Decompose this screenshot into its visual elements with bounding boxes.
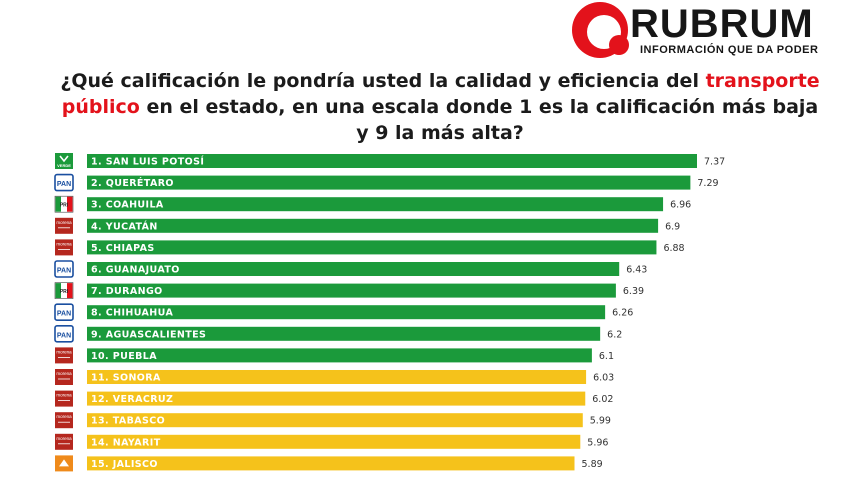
morena-icon <box>55 390 73 407</box>
bar <box>87 283 616 298</box>
logo-emblem-icon <box>572 2 629 58</box>
category-label: 4. YUCATÁN <box>91 220 158 232</box>
chart-question: ¿Qué calificación le pondría usted la ca… <box>60 68 820 146</box>
bar <box>87 391 586 406</box>
brand-tagline: INFORMACIÓN QUE DA PODER <box>640 44 819 56</box>
category-label: 1. SAN LUIS POTOSÍ <box>91 156 204 168</box>
pri-icon-label: PRI <box>60 289 69 295</box>
question-highlight: transporte público <box>61 70 820 118</box>
bar <box>87 434 581 449</box>
morena-icon-label: morena <box>56 241 72 246</box>
question-text-end: en el estado, en una escala donde 1 es l… <box>139 96 819 144</box>
bar <box>87 326 601 341</box>
value-label: 7.37 <box>704 157 725 168</box>
mc-icon-mark <box>59 459 69 467</box>
category-label: 15. JALISCO <box>91 459 158 470</box>
value-label: 6.1 <box>599 351 614 362</box>
value-label: 6.02 <box>592 394 613 405</box>
value-label: 6.43 <box>626 265 647 276</box>
bar <box>87 154 697 168</box>
morena-icon <box>55 239 73 256</box>
category-label: 8. CHIHUAHUA <box>91 308 173 319</box>
morena-icon-label: morena <box>56 349 72 354</box>
value-label: 6.9 <box>665 221 680 232</box>
bar <box>87 413 583 428</box>
pan-icon-label: PAN <box>57 311 71 318</box>
category-label: 3. COAHUILA <box>91 200 164 211</box>
verde-icon-mark <box>59 155 69 163</box>
pri-icon-red <box>67 196 73 212</box>
category-label: 10. PUEBLA <box>91 351 157 362</box>
pan-icon-label: PAN <box>57 332 71 339</box>
value-label: 6.88 <box>663 243 684 254</box>
category-label: 6. GUANAJUATO <box>91 265 180 276</box>
pan-icon <box>54 173 74 192</box>
pri-icon-label: PRI <box>60 203 69 209</box>
bar <box>87 370 587 384</box>
pri-icon-red <box>67 283 73 299</box>
pan-icon <box>54 324 74 343</box>
morena-icon <box>55 369 73 385</box>
morena-icon-label: morena <box>56 436 72 441</box>
question-text-start: ¿Qué calificación le pondría usted la ca… <box>60 70 706 92</box>
morena-icon-label: morena <box>56 220 72 225</box>
bar <box>87 305 606 320</box>
pan-icon <box>54 303 74 322</box>
value-label: 6.26 <box>612 308 633 319</box>
pan-icon-label: PAN <box>57 181 71 188</box>
pan-icon <box>54 260 74 278</box>
brand-logo: RUBRUM INFORMACIÓN QUE DA PODER <box>568 0 850 62</box>
category-label: 9. AGUASCALIENTES <box>91 329 206 340</box>
value-label: 5.89 <box>582 459 603 470</box>
morena-icon <box>55 433 73 450</box>
value-label: 5.99 <box>590 416 611 427</box>
morena-icon-label: morena <box>56 393 72 398</box>
morena-icon <box>55 412 73 429</box>
value-label: 6.2 <box>607 329 622 340</box>
pri-icon-green <box>55 196 61 212</box>
category-label: 7. DURANGO <box>91 286 163 297</box>
category-label: 5. CHIAPAS <box>91 243 155 254</box>
bar <box>87 262 620 276</box>
bar <box>87 197 664 212</box>
verde-icon-label: VERDE <box>57 163 71 168</box>
morena-icon-label: morena <box>56 414 72 419</box>
bar <box>87 348 592 363</box>
morena-icon <box>55 217 73 234</box>
bar <box>87 456 575 471</box>
category-label: 14. NAYARIT <box>91 437 161 448</box>
pri-icon-green <box>55 283 61 299</box>
category-label: 11. SONORA <box>91 373 161 384</box>
category-label: 13. TABASCO <box>91 416 165 427</box>
brand-name: RUBRUM <box>630 2 814 46</box>
bar <box>87 175 691 190</box>
morena-icon-label: morena <box>56 371 72 376</box>
morena-icon <box>55 347 73 364</box>
category-label: 12. VERACRUZ <box>91 394 173 405</box>
bar <box>87 218 659 233</box>
value-label: 5.96 <box>587 437 608 448</box>
bar <box>87 240 657 255</box>
pan-icon-label: PAN <box>57 268 71 275</box>
value-label: 6.03 <box>593 373 614 384</box>
value-label: 7.29 <box>697 178 718 189</box>
value-label: 6.39 <box>623 286 644 297</box>
category-label: 2. QUERÉTARO <box>91 177 174 189</box>
value-label: 6.96 <box>670 200 691 211</box>
